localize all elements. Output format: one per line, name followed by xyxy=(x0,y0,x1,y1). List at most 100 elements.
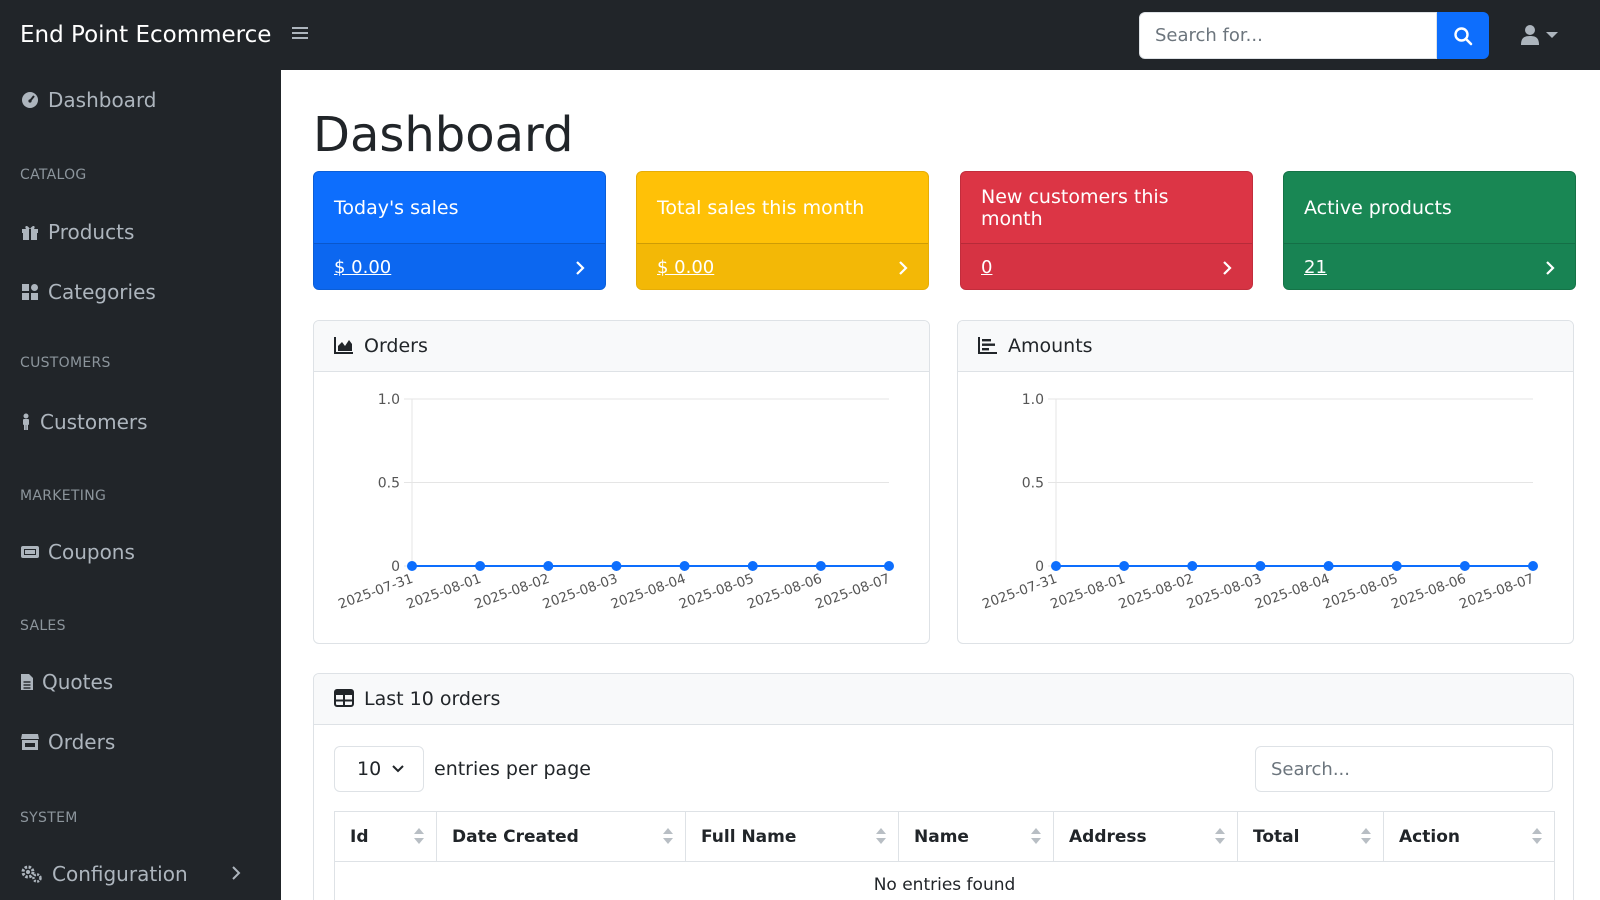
chevron-down-icon xyxy=(1546,32,1558,38)
sort-icon xyxy=(1361,828,1371,844)
orders-chart-x-tick-label: 2025-08-04 xyxy=(609,571,688,613)
orders-chart-panel: Orders 0 0.5 1.0 2025-07-31 2025-08-01 2025-0… xyxy=(313,320,930,644)
gears-icon xyxy=(20,864,44,884)
sidebar-heading-customers: CUSTOMERS xyxy=(20,355,111,371)
sidebar-item-label: Orders xyxy=(48,730,116,754)
sidebar-item-label: Dashboard xyxy=(48,88,157,112)
top-search xyxy=(1139,12,1489,59)
orders-chart-y-tick-label: 1.0 xyxy=(378,392,400,408)
amounts-chart-data-point[interactable] xyxy=(1119,561,1130,571)
entries-per-page-select[interactable]: 10 xyxy=(334,746,424,792)
top-navbar: End Point Ecommerce xyxy=(0,0,1600,70)
stat-card-todays-sales: Today's sales $ 0.00 xyxy=(313,171,606,290)
empty-table-message: No entries found xyxy=(334,861,1555,900)
sidebar-item-categories[interactable]: Categories xyxy=(20,280,156,304)
stat-card-value-link[interactable]: $ 0.00 xyxy=(657,257,715,278)
main-content: Dashboard Today's sales $ 0.00 Total sal… xyxy=(281,70,1600,900)
stat-card-value-link[interactable]: 0 xyxy=(981,257,993,278)
column-header-full-name[interactable]: Full Name xyxy=(685,811,899,862)
chevron-right-icon[interactable] xyxy=(898,260,908,276)
orders-chart-x-tick-label: 2025-08-07 xyxy=(813,571,892,613)
stat-card-active-products: Active products 21 xyxy=(1283,171,1576,290)
table-row: No entries found xyxy=(334,861,1555,900)
amounts-chart-x-tick-label: 2025-08-04 xyxy=(1253,571,1332,613)
stat-card-value-link[interactable]: 21 xyxy=(1304,257,1327,278)
sidebar-item-configuration[interactable]: Configuration xyxy=(20,862,261,886)
sort-icon xyxy=(414,828,424,844)
column-header-name[interactable]: Name xyxy=(898,811,1054,862)
sidebar-item-products[interactable]: Products xyxy=(20,220,134,244)
amounts-chart-x-tick-label: 2025-08-07 xyxy=(1457,571,1536,613)
amounts-chart-data-point[interactable] xyxy=(1187,561,1198,571)
orders-chart-data-point[interactable] xyxy=(679,561,690,571)
orders-chart-x-tick-label: 2025-07-31 xyxy=(336,571,415,613)
column-header-address[interactable]: Address xyxy=(1053,811,1238,862)
sidebar-item-label: Configuration xyxy=(52,862,188,886)
amounts-chart-y-tick-label: 0 xyxy=(1035,559,1044,575)
sidebar-item-label: Categories xyxy=(48,280,156,304)
stat-card-value-link[interactable]: $ 0.00 xyxy=(334,257,392,278)
table-icon xyxy=(334,689,354,709)
column-header-id[interactable]: Id xyxy=(334,811,437,862)
table-search-input[interactable] xyxy=(1255,746,1553,792)
orders-chart-data-point[interactable] xyxy=(475,561,486,571)
amounts-chart-data-point[interactable] xyxy=(1391,561,1402,571)
user-icon xyxy=(1521,25,1539,45)
sidebar-item-coupons[interactable]: Coupons xyxy=(20,540,135,564)
amounts-chart-x-tick-label: 2025-08-05 xyxy=(1321,571,1400,613)
column-header-date-created[interactable]: Date Created xyxy=(436,811,686,862)
orders-line-chart: 00.51.02025-07-312025-08-012025-08-02202… xyxy=(336,392,894,613)
sidebar-item-label: Quotes xyxy=(42,670,114,694)
sidebar-item-orders[interactable]: Orders xyxy=(20,730,115,754)
sidebar-toggle-button[interactable] xyxy=(290,24,310,44)
orders-chart-x-tick-label: 2025-08-02 xyxy=(472,571,551,613)
chevron-right-icon[interactable] xyxy=(1545,260,1555,276)
amounts-chart-data-point[interactable] xyxy=(1528,561,1538,571)
sidebar-item-dashboard[interactable]: Dashboard xyxy=(20,88,157,112)
amounts-chart-x-tick-label: 2025-07-31 xyxy=(980,571,1059,613)
stat-card-label: New customers this month xyxy=(981,185,1169,230)
entries-per-page-label: entries per page xyxy=(434,758,591,780)
area-chart-icon xyxy=(334,336,354,356)
category-icon xyxy=(20,282,40,302)
stat-card-label: Total sales this month xyxy=(657,196,865,219)
sidebar-heading-catalog: CATALOG xyxy=(20,167,87,183)
top-search-input[interactable] xyxy=(1139,12,1437,59)
orders-chart-x-tick-label: 2025-08-05 xyxy=(677,571,756,613)
sidebar-item-quotes[interactable]: Quotes xyxy=(20,670,113,694)
store-icon xyxy=(20,732,40,752)
sidebar-item-customers[interactable]: Customers xyxy=(20,410,148,434)
orders-chart-data-point[interactable] xyxy=(747,561,758,571)
sort-icon xyxy=(1031,828,1041,844)
gauge-icon xyxy=(20,90,40,110)
sidebar-heading-system: SYSTEM xyxy=(20,810,78,826)
stat-card-label: Today's sales xyxy=(334,196,459,219)
amounts-chart-data-point[interactable] xyxy=(1459,561,1470,571)
orders-chart-data-point[interactable] xyxy=(884,561,894,571)
orders-chart-data-point[interactable] xyxy=(543,561,554,571)
amounts-chart-x-tick-label: 2025-08-06 xyxy=(1389,571,1468,613)
amounts-chart-data-point[interactable] xyxy=(1323,561,1334,571)
column-header-total[interactable]: Total xyxy=(1237,811,1384,862)
amounts-line-chart: 00.51.02025-07-312025-08-012025-08-02202… xyxy=(980,392,1538,613)
amounts-chart-data-point[interactable] xyxy=(1051,561,1061,571)
page-title: Dashboard xyxy=(313,107,574,163)
last-orders-panel: Last 10 orders 10 entries per page Id Da… xyxy=(313,673,1574,900)
orders-chart-data-point[interactable] xyxy=(815,561,826,571)
chevron-right-icon[interactable] xyxy=(1222,260,1232,276)
brand-title[interactable]: End Point Ecommerce xyxy=(20,22,272,48)
amounts-chart-x-tick-label: 2025-08-03 xyxy=(1185,571,1264,613)
amounts-chart-data-point[interactable] xyxy=(1255,561,1266,571)
stat-card-new-customers: New customers this month 0 xyxy=(960,171,1253,290)
orders-chart-data-point[interactable] xyxy=(407,561,417,571)
chevron-right-icon[interactable] xyxy=(575,260,585,276)
user-menu-toggle[interactable] xyxy=(1520,24,1558,46)
orders-chart-data-point[interactable] xyxy=(611,561,622,571)
sort-icon xyxy=(663,828,673,844)
entries-per-page-value: 10 xyxy=(357,758,382,780)
column-header-action[interactable]: Action xyxy=(1383,811,1555,862)
sidebar-heading-sales: SALES xyxy=(20,618,66,634)
sidebar-item-label: Coupons xyxy=(48,540,135,564)
top-search-button[interactable] xyxy=(1437,12,1489,59)
panel-title: Orders xyxy=(364,335,428,357)
